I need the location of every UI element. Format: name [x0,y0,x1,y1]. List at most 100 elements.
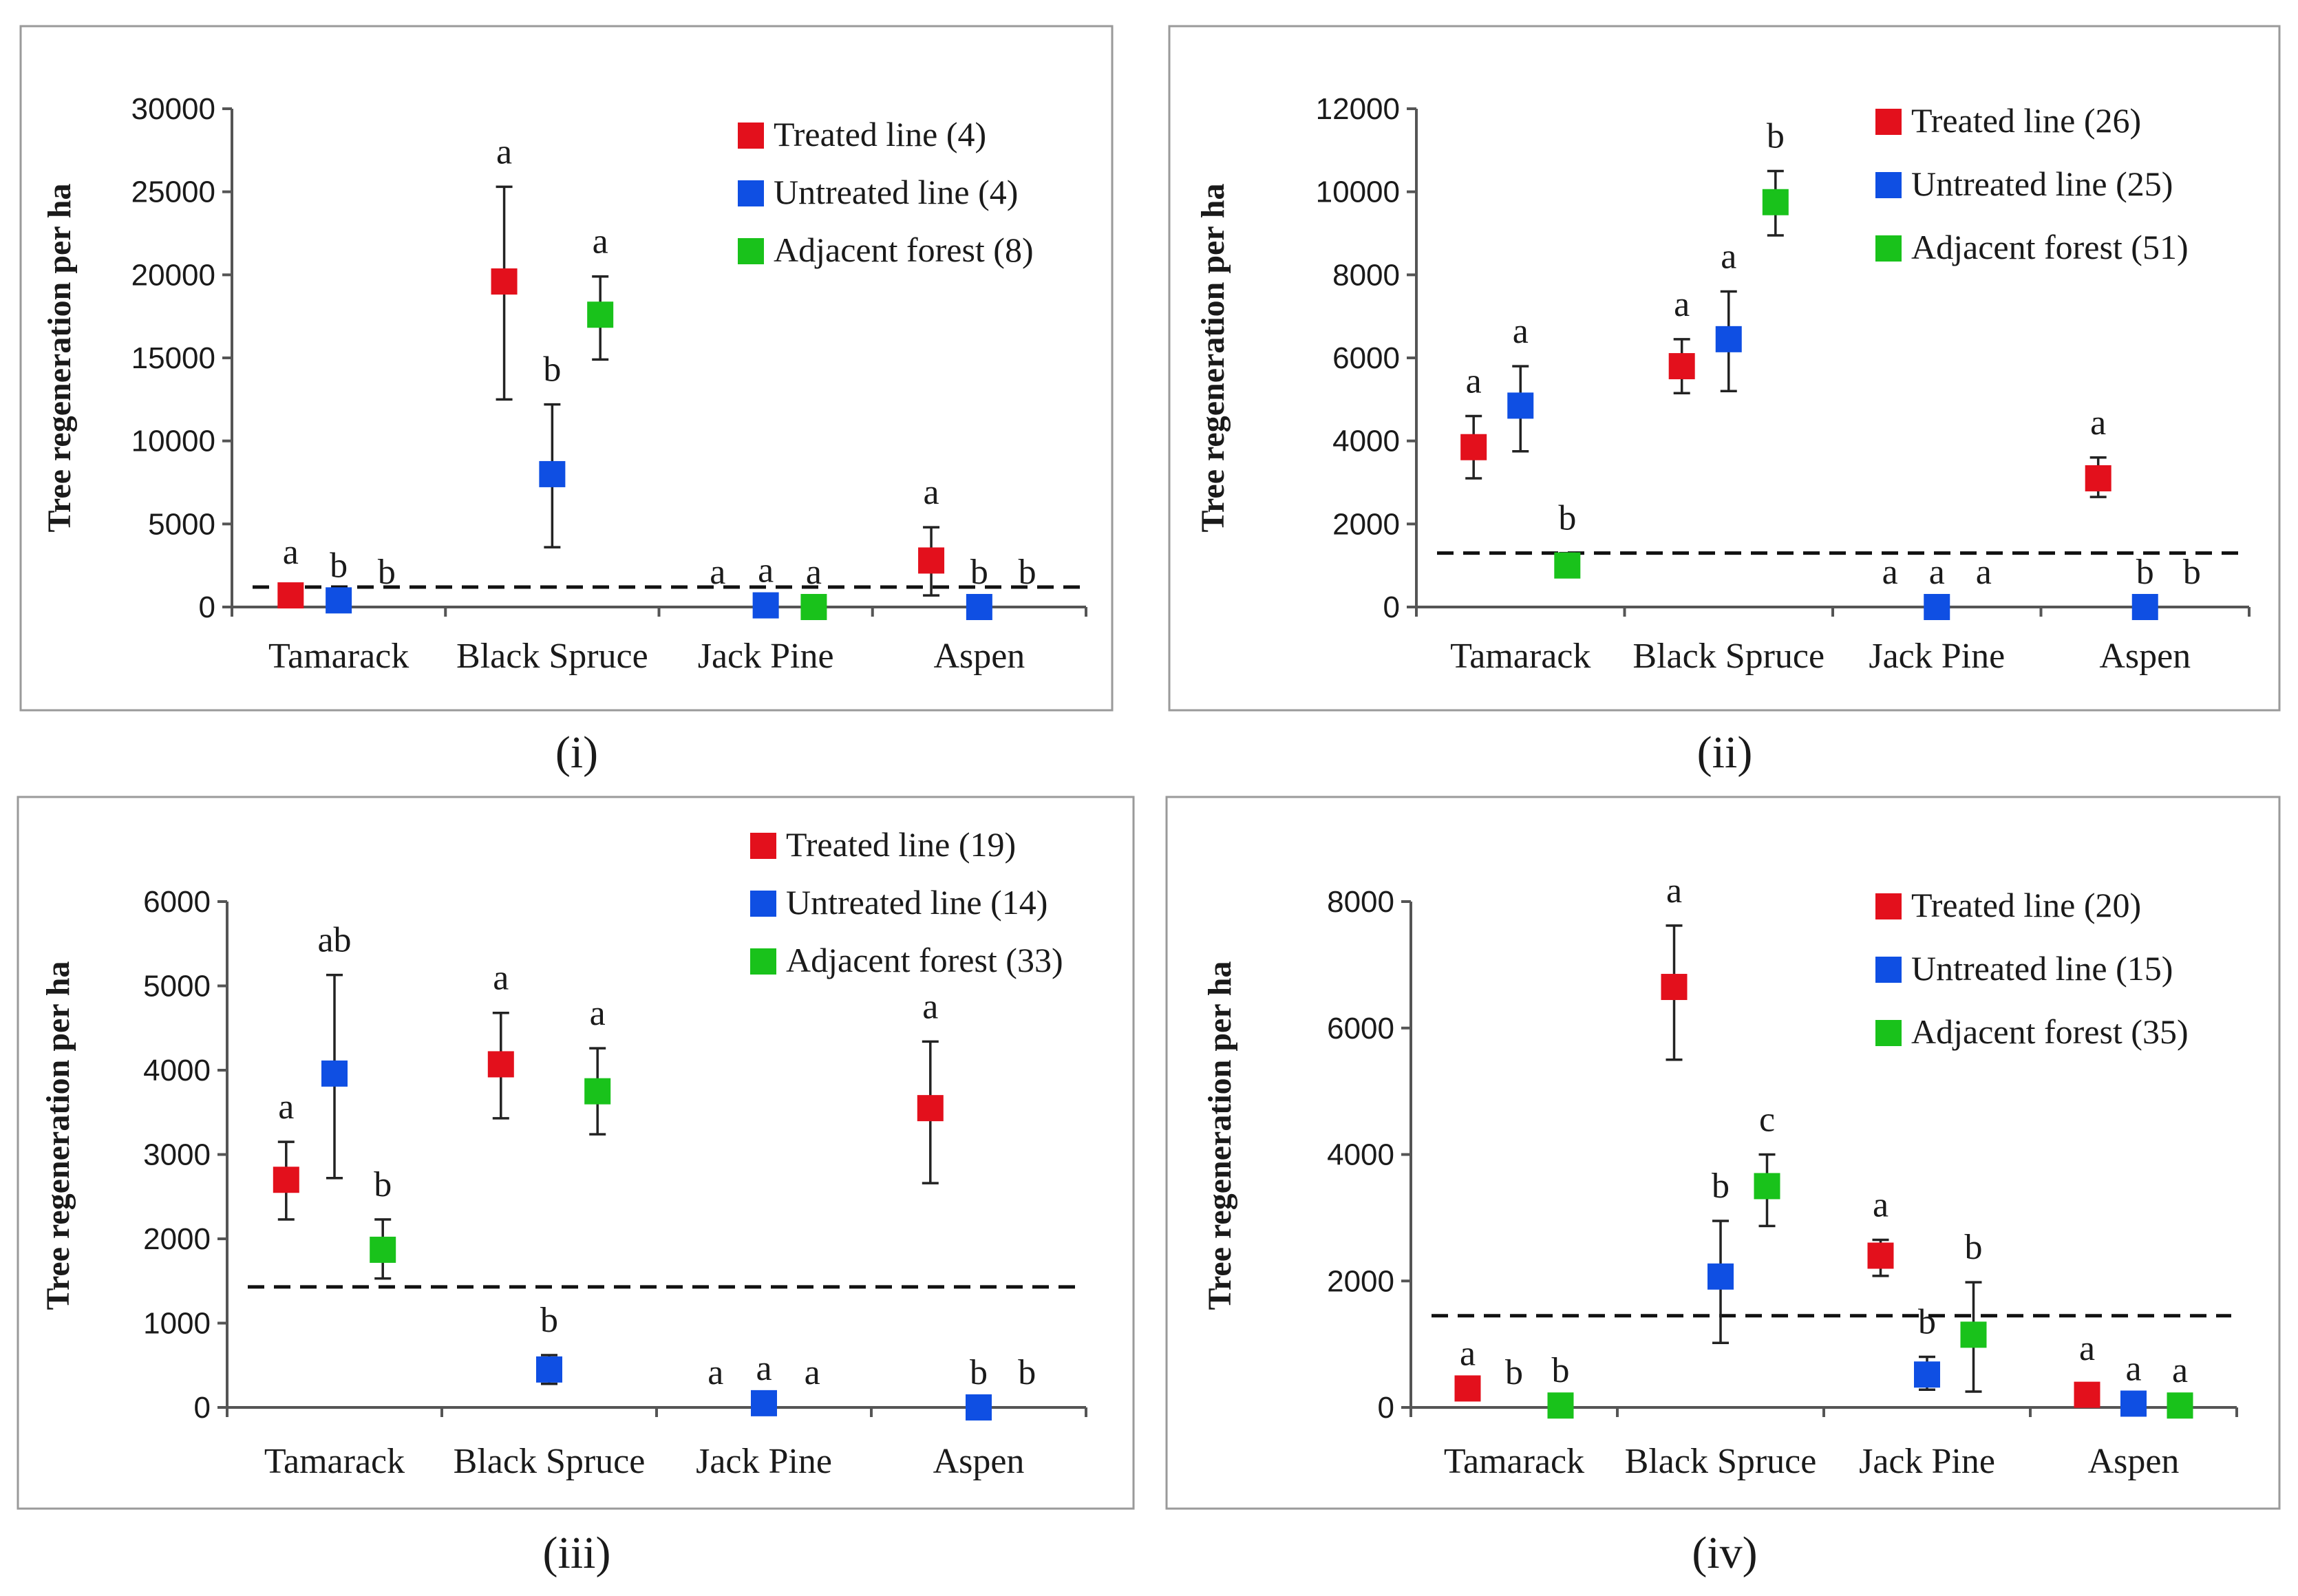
marker-adjacent-forest [1762,189,1789,215]
panel-2: 0 2000 4000 6000 8000 10000 12000 Tamarack Black… [1168,25,2281,712]
marker-treated-line [1668,353,1695,380]
legend-swatch [1875,109,1902,135]
y-tick-label: 15000 [131,341,215,375]
significance-letter: a [922,987,938,1026]
legend-entry: Adjacent forest (51) [1911,228,2189,266]
legend-swatch [1875,235,1902,262]
marker-untreated-line [1715,326,1742,352]
legend-entry: Treated line (26) [1911,101,2141,140]
marker-adjacent-forest [587,301,614,328]
legend-swatch [1875,957,1902,983]
marker-untreated-line [326,587,352,614]
marker-untreated-line [539,460,566,487]
legend-entry: Treated line (4) [774,115,986,153]
significance-letter: b [540,1301,558,1340]
significance-letter: a [2172,1351,2188,1390]
significance-letter: b [970,1353,988,1392]
significance-letter: b [1965,1228,1983,1267]
marker-treated-line [2074,1381,2100,1408]
category-label: Aspen [2088,1442,2180,1481]
marker-treated-line [918,547,945,574]
y-tick-label: 5000 [143,970,211,1003]
legend-swatch [1875,172,1902,198]
legend-entry: Untreated line (14) [786,883,1047,922]
significance-letter: a [805,1353,820,1392]
marker-untreated-line [2131,594,2158,620]
y-tick-label: 0 [1378,1391,1394,1425]
legend-swatch [750,891,776,917]
significance-letter: a [590,994,606,1033]
significance-letter: a [1513,312,1529,351]
y-tick-label: 8000 [1327,885,1394,919]
marker-adjacent-forest [1554,552,1581,579]
marker-untreated-line [1914,1361,1940,1388]
significance-letter: c [1759,1100,1775,1140]
significance-letter: a [758,551,774,590]
significance-letter: b [1918,1303,1936,1342]
significance-letter: a [1976,553,1992,592]
marker-untreated-line [966,1394,992,1421]
significance-letter: b [378,553,396,592]
marker-untreated-line [1707,1263,1734,1290]
marker-adjacent-forest [800,594,827,620]
category-label: Tamarack [268,637,409,676]
significance-letter: b [1558,499,1576,538]
significance-letter: b [374,1165,392,1204]
panel-label: (iv) [1692,1528,1757,1578]
y-tick-label: 6000 [1327,1012,1394,1045]
significance-letter: b [1552,1351,1570,1390]
legend-entry: Adjacent forest (33) [786,941,1063,979]
y-tick-label: 8000 [1332,258,1400,292]
marker-treated-line [277,582,304,609]
marker-untreated-line [751,1390,777,1416]
marker-treated-line [2085,465,2111,491]
legend-entry: Adjacent forest (8) [774,231,1034,269]
y-axis-label: Tree regeneration per ha [1195,184,1231,533]
marker-treated-line [491,268,518,295]
legend-swatch [738,180,764,206]
marker-adjacent-forest [370,1236,396,1263]
y-axis-label: Tree regeneration per ha [41,184,78,533]
marker-treated-line [1661,974,1688,1001]
significance-letter: b [2136,553,2154,592]
category-label: Jack Pine [696,1442,832,1481]
y-tick-label: 4000 [1332,425,1400,458]
marker-adjacent-forest [1754,1173,1780,1200]
marker-adjacent-forest [584,1078,611,1105]
legend-swatch [738,238,764,264]
significance-letter: a [2090,403,2106,443]
category-label: Tamarack [1444,1442,1584,1481]
marker-treated-line [273,1167,299,1193]
category-label: Aspen [933,637,1025,676]
significance-letter: b [1767,117,1785,156]
significance-letter: b [330,546,348,585]
legend-swatch [750,948,776,975]
y-tick-label: 25000 [131,175,215,209]
significance-letter: a [710,553,725,592]
marker-untreated-line [1507,392,1534,419]
marker-untreated-line [536,1356,562,1383]
y-axis-label: Tree regeneration per ha [40,961,76,1310]
y-tick-label: 0 [1383,590,1400,624]
legend-swatch [1875,1020,1902,1046]
category-label: Tamarack [264,1442,405,1481]
y-tick-label: 2000 [1332,507,1400,541]
significance-letter: a [1666,871,1682,911]
category-label: Black Spruce [456,637,648,676]
marker-untreated-line [1924,594,1950,620]
significance-letter: a [283,533,299,572]
y-tick-label: 0 [194,1391,211,1425]
y-tick-label: 10000 [1316,175,1400,209]
significance-letter: ab [317,921,351,960]
category-label: Aspen [2099,637,2191,676]
category-label: Black Spruce [1625,1442,1817,1481]
significance-letter: a [1882,553,1898,592]
significance-letter: b [1019,553,1036,592]
legend-entry: Untreated line (25) [1911,164,2173,203]
panel-3: 0 1000 2000 3000 4000 5000 6000 Tamarack Black S… [17,796,1135,1510]
category-label: Jack Pine [698,637,834,676]
marker-untreated-line [2120,1390,2147,1417]
marker-treated-line [1454,1375,1481,1402]
legend-entry: Adjacent forest (35) [1911,1012,2189,1051]
